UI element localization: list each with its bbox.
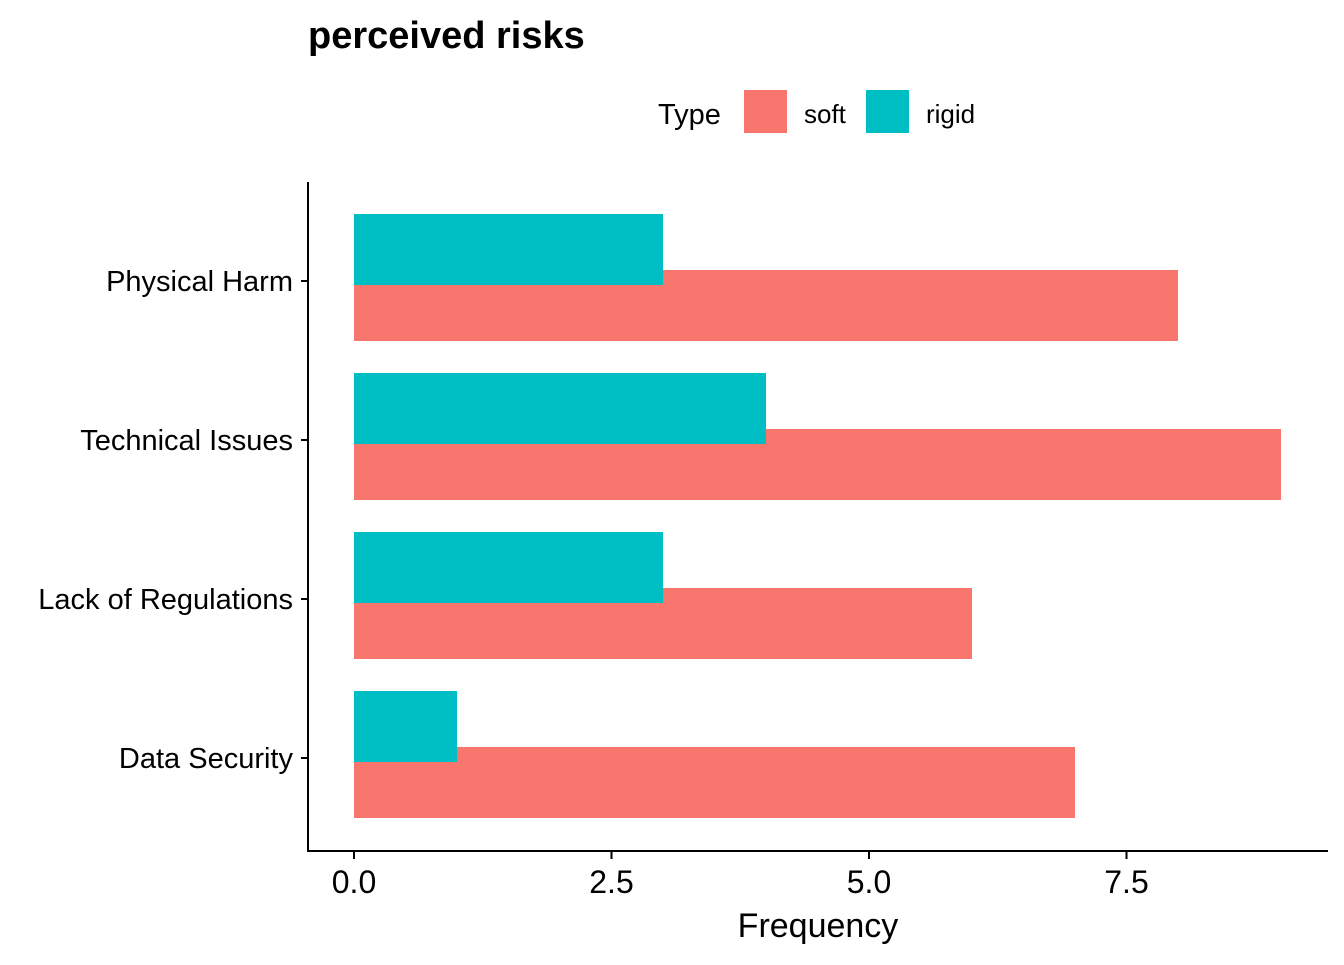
x-tick-label-3: 7.5 [1104,864,1148,900]
legend-key-rigid [866,90,909,133]
x-axis: 0.0 2.5 5.0 7.5 [332,851,1149,900]
legend: Type soft rigid [658,90,975,133]
legend-label-rigid: rigid [926,99,975,129]
y-tick-label-technical-issues: Technical Issues [80,425,293,457]
y-tick-label-lack-of-regulations: Lack of Regulations [38,584,293,616]
x-tick-label-2: 5.0 [847,864,891,900]
y-tick-label-data-security: Data Security [119,743,294,775]
x-tick-label-0: 0.0 [332,864,376,900]
legend-key-soft [744,90,787,133]
bar-rigid-data-security [354,691,457,762]
bars-layer [354,214,1281,818]
chart-title: perceived risks [308,15,585,57]
x-axis-title: Frequency [738,907,899,945]
bar-soft-data-security [354,747,1075,818]
bar-rigid-technical-issues [354,373,766,444]
x-tick-label-1: 2.5 [589,864,633,900]
legend-title: Type [658,99,721,131]
legend-label-soft: soft [804,99,847,129]
bar-rigid-lack-of-regulations [354,532,663,603]
y-axis: Physical Harm Technical Issues Lack of Reg… [38,266,308,775]
bar-rigid-physical-harm [354,214,663,285]
y-tick-label-physical-harm: Physical Harm [106,266,293,298]
